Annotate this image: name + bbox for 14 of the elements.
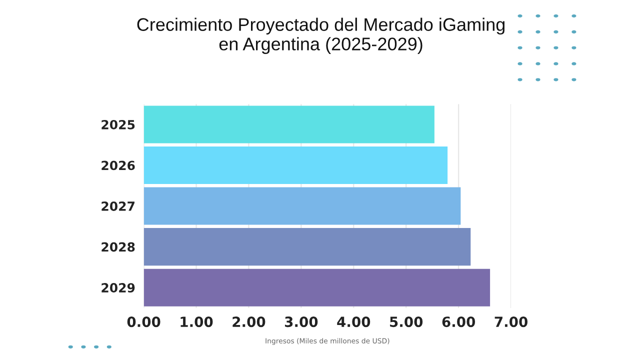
y-tick-label: 2025 <box>102 120 135 130</box>
x-tick-label: 5.00 <box>390 316 423 328</box>
y-tick-label: 2027 <box>102 202 134 211</box>
x-tick-label: 2.00 <box>232 316 266 328</box>
y-tick-label: 2028 <box>102 242 135 252</box>
x-tick-label: 3.00 <box>284 316 318 328</box>
x-tick-label: 0.00 <box>127 316 160 328</box>
chart-title: Crecimiento Proyectado del Mercado iGaming en Argentina (2025-2029) <box>137 18 504 54</box>
x-tick-label: 7.00 <box>494 316 528 328</box>
y-tick-label: 2026 <box>102 160 135 170</box>
x-tick-label: 6.00 <box>442 316 476 328</box>
x-tick-label: 4.00 <box>337 316 370 328</box>
y-tick-label: 2029 <box>102 283 135 293</box>
x-tick-label: 1.00 <box>180 316 213 328</box>
